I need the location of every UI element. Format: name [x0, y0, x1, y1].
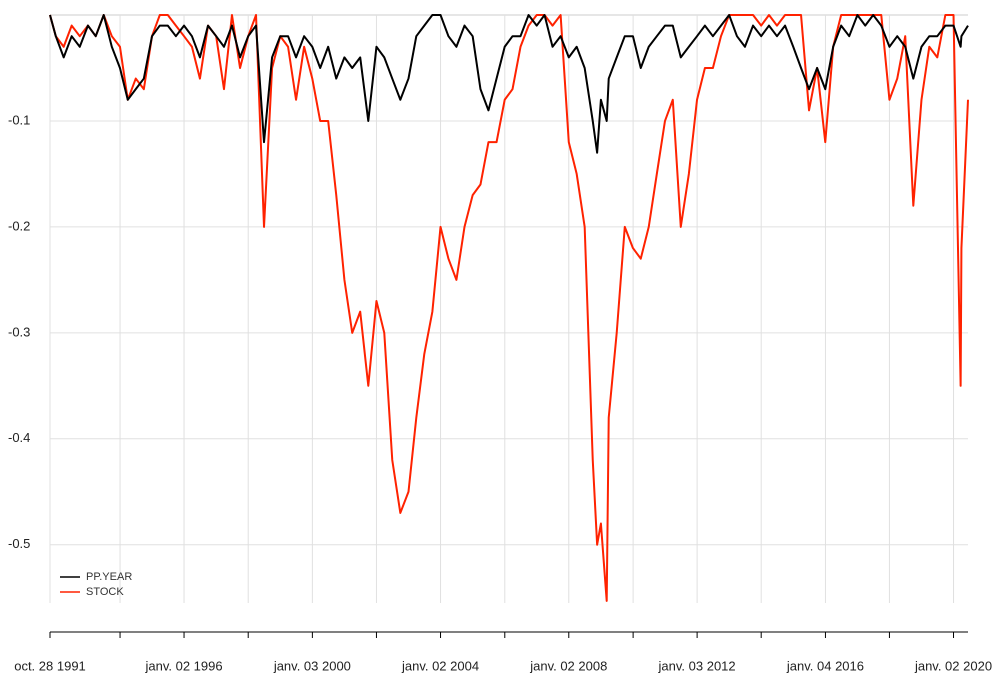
x-tick-label: janv. 02 1996: [144, 658, 222, 673]
y-tick-label: -0.3: [8, 324, 30, 339]
x-tick-label: janv. 02 2008: [529, 658, 607, 673]
y-tick-label: -0.2: [8, 218, 30, 233]
series-line: [49, 14, 969, 602]
y-tick-label: -0.5: [8, 536, 30, 551]
y-tick-label: -0.4: [8, 430, 30, 445]
x-tick-label: janv. 02 2020: [914, 658, 992, 673]
legend-label: PP.YEAR: [86, 571, 132, 583]
y-tick-label: -0.1: [8, 112, 30, 127]
legend-label: STOCK: [86, 586, 124, 598]
x-tick-label: janv. 03 2000: [273, 658, 351, 673]
x-tick-label: janv. 04 2016: [786, 658, 864, 673]
series-line: [49, 14, 969, 154]
x-tick-label: janv. 03 2012: [658, 658, 736, 673]
x-tick-label: oct. 28 1991: [14, 658, 86, 673]
x-tick-label: janv. 02 2004: [401, 658, 479, 673]
